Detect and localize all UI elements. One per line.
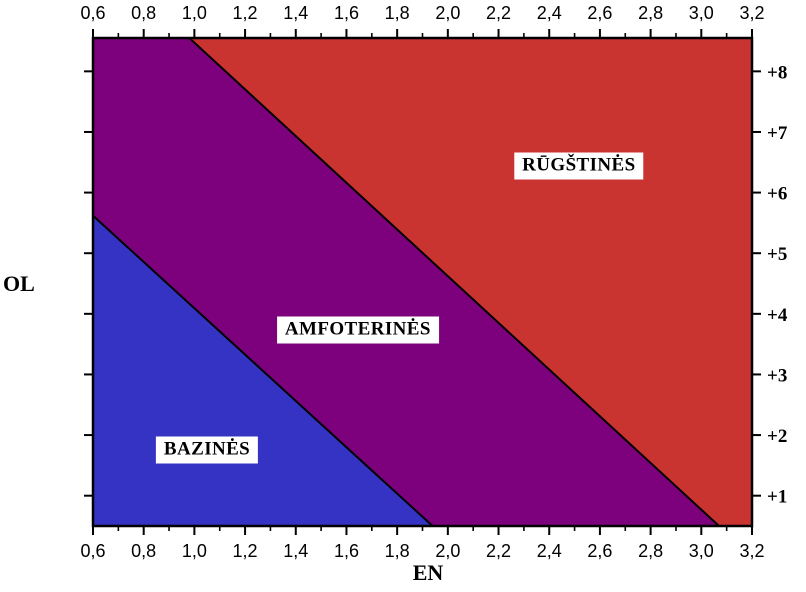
- x-tick-label-bottom: 0,8: [131, 541, 156, 561]
- x-tick-label-bottom: 1,6: [334, 541, 359, 561]
- x-tick-label-bottom: 2,2: [486, 541, 511, 561]
- x-tick-label-bottom: 2,6: [587, 541, 612, 561]
- x-tick-label-top: 2,2: [486, 3, 511, 23]
- y-tick-label-right: +4: [767, 305, 788, 326]
- x-tick-label-bottom: 1,4: [283, 541, 308, 561]
- x-tick-label-top: 0,8: [131, 3, 156, 23]
- x-tick-label-top: 0,6: [80, 3, 105, 23]
- x-tick-label-top: 3,2: [739, 3, 764, 23]
- y-tick-label-right: +3: [767, 365, 787, 386]
- y-tick-label-right: +7: [767, 123, 788, 144]
- x-tick-label-bottom: 1,0: [182, 541, 207, 561]
- y-tick-label-right: +1: [767, 487, 787, 508]
- x-tick-label-top: 1,6: [334, 3, 359, 23]
- x-axis-title: EN: [412, 560, 444, 585]
- x-tick-label-bottom: 1,2: [233, 541, 258, 561]
- x-tick-label-bottom: 3,0: [689, 541, 714, 561]
- region-area-amfoterines: [93, 38, 719, 526]
- region-label-rugstines: RŪGŠTINĖS: [514, 152, 644, 180]
- x-tick-label-bottom: 0,6: [80, 541, 105, 561]
- y-axis-title: OL: [3, 271, 35, 296]
- y-tick-label-right: +5: [767, 244, 787, 265]
- y-tick-label-right: +2: [767, 426, 787, 447]
- x-tick-label-bottom: 3,2: [739, 541, 764, 561]
- x-tick-label-top: 1,8: [385, 3, 410, 23]
- x-tick-label-top: 2,6: [587, 3, 612, 23]
- x-tick-label-bottom: 2,8: [638, 541, 663, 561]
- x-tick-label-bottom: 2,4: [537, 541, 562, 561]
- region-label-amfoterines: AMFOTERINĖS: [276, 316, 439, 344]
- x-tick-label-top: 2,4: [537, 3, 562, 23]
- x-tick-label-bottom: 2,0: [435, 541, 460, 561]
- x-tick-label-top: 2,0: [435, 3, 460, 23]
- region-boundary-line-0: [92, 214, 434, 527]
- y-tick-label-right: +8: [767, 62, 787, 83]
- region-boundary-line-1: [188, 37, 720, 527]
- x-tick-label-top: 1,4: [283, 3, 308, 23]
- x-tick-label-top: 1,2: [233, 3, 258, 23]
- x-tick-label-top: 1,0: [182, 3, 207, 23]
- x-tick-label-top: 2,8: [638, 3, 663, 23]
- x-tick-label-bottom: 1,8: [385, 541, 410, 561]
- region-label-bazines: BAZINĖS: [155, 436, 259, 464]
- y-tick-label-right: +6: [767, 184, 787, 205]
- x-tick-label-top: 3,0: [689, 3, 714, 23]
